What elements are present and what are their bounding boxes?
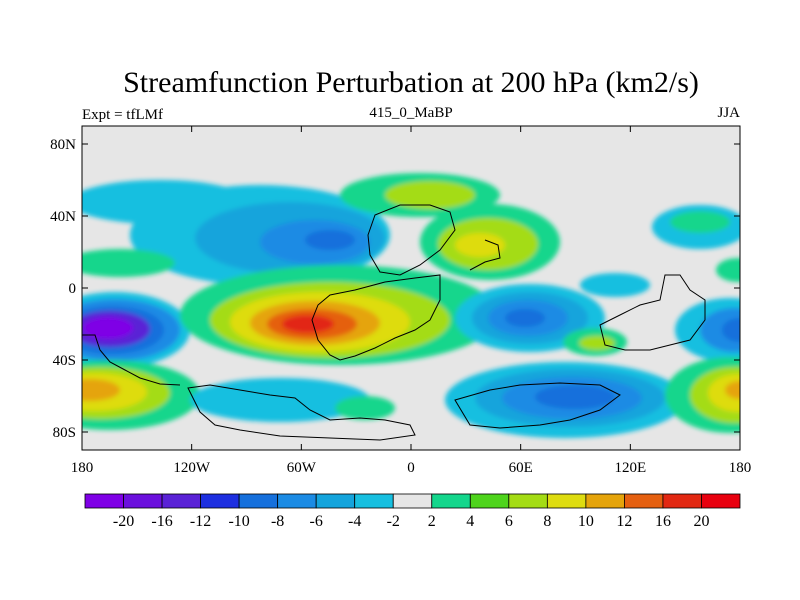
colorbar-swatch (123, 493, 163, 509)
colorbar-swatch (392, 493, 433, 509)
colorbar-label: -8 (271, 513, 284, 530)
x-tick-label: 120W (173, 460, 211, 476)
colorbar-label: -10 (228, 513, 249, 530)
colorbar-label: -16 (151, 513, 172, 530)
contour-maritime-lime (579, 336, 615, 350)
coastlines (82, 204, 706, 441)
chart-title: Streamfunction Perturbation at 200 hPa (… (123, 66, 699, 99)
contour-indian-core (505, 309, 545, 327)
x-axis: 180 120W 60W 0 60E 120E 180 (71, 126, 752, 476)
colorbar-swatch (200, 493, 240, 509)
coastline-eurasia-edge (469, 239, 501, 271)
colorbar-swatch (624, 493, 664, 509)
colorbar-label: -2 (387, 513, 400, 530)
colorbar-label: -6 (310, 513, 323, 530)
x-tick-label: 120E (614, 460, 646, 476)
colorbar-swatch (161, 493, 201, 509)
contour-africa-yellow (455, 233, 505, 257)
y-tick-label: 40S (53, 353, 76, 369)
colorbar-swatch (431, 493, 471, 509)
contour-npw-edge (716, 258, 740, 282)
contour-australia-core (722, 318, 740, 342)
contour-s-pacific-core (83, 317, 133, 339)
colorbar-label: -4 (348, 513, 361, 530)
contour-npw-inner (670, 211, 730, 233)
contour-so-indian-core (535, 385, 615, 409)
season-label: JJA (717, 105, 740, 121)
coastline-south-america (311, 274, 441, 361)
colorbar-swatch (469, 493, 510, 509)
colorbar-swatch (354, 493, 394, 509)
colorbar-label: 16 (655, 513, 671, 530)
colorbar-label: 20 (693, 513, 709, 530)
run-label: 415_0_MaBP (369, 105, 452, 121)
colorbar-label: 4 (466, 513, 474, 530)
contour-east-asia (580, 273, 650, 297)
contour-spe-core (725, 381, 740, 399)
y-tick-label: 0 (69, 281, 77, 297)
filled-contours (82, 173, 740, 438)
colorbar-swatch (585, 493, 625, 509)
colorbar-swatch (508, 493, 548, 509)
x-tick-label: 180 (71, 460, 94, 476)
map-area (82, 126, 740, 450)
y-axis: 80N 40N 0 40S 80S (50, 137, 740, 441)
colorbar-label: 6 (505, 513, 513, 530)
y-tick-label: 80S (53, 425, 76, 441)
contour-s-america-core (282, 315, 334, 333)
colorbar-label: -12 (190, 513, 211, 530)
coastline-antarctica (187, 384, 416, 441)
contour-australia-1 (700, 308, 740, 352)
x-tick-label: 60W (287, 460, 317, 476)
colorbar-swatch (546, 493, 587, 509)
y-tick-label: 40N (50, 209, 76, 225)
colorbar-label: 8 (543, 513, 551, 530)
y-tick-label: 80N (50, 137, 76, 153)
colorbar-label: 10 (578, 513, 594, 530)
colorbar-swatch (238, 493, 279, 509)
colorbar-label: 12 (616, 513, 632, 530)
colorbar: -20 -16 -12 -10 -8 -6 -4 -2 2 4 6 8 10 12 16 20 (84, 493, 741, 530)
x-tick-label: 180 (729, 460, 752, 476)
contour-n-atlantic-yellow (385, 181, 475, 209)
coastline-asia (599, 274, 706, 351)
colorbar-swatch (277, 493, 317, 509)
colorbar-swatch (315, 493, 356, 509)
contour-n-pacific-green (82, 249, 175, 277)
experiment-label: Expt = tfLMf (82, 107, 163, 123)
colorbar-label: -20 (113, 513, 134, 530)
colorbar-swatch (662, 493, 702, 509)
contour-n-america-inner (305, 230, 355, 250)
coastline-north-america (82, 334, 181, 386)
colorbar-label: 2 (428, 513, 436, 530)
contour-so-pacific-core (82, 379, 120, 401)
coastline-africa (367, 204, 456, 276)
colorbar-swatch (84, 493, 124, 509)
colorbar-swatch (701, 493, 741, 509)
x-tick-label: 60E (509, 460, 533, 476)
coastline-south-ocean-east (454, 382, 621, 429)
x-tick-label: 0 (407, 460, 415, 476)
contour-s-atlantic-green (335, 396, 395, 420)
